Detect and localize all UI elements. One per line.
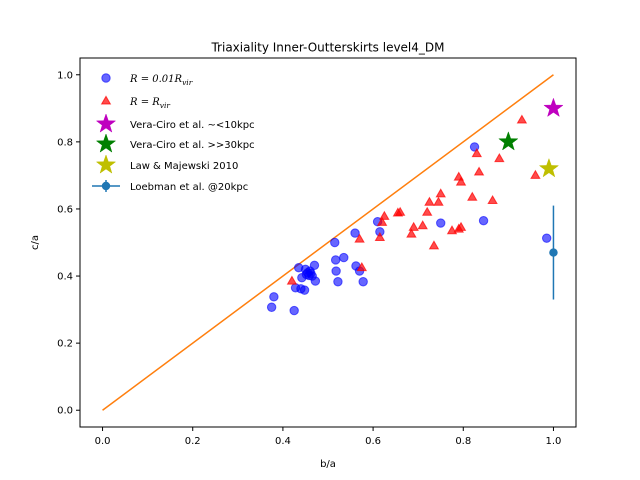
reference-star — [543, 97, 564, 118]
y-axis-label: c/a — [30, 235, 41, 250]
inner-point — [350, 228, 360, 238]
errorbar-point — [549, 248, 558, 257]
legend-marker-inner — [101, 73, 111, 83]
legend-label: R = Rvir — [129, 97, 170, 110]
inner-point — [541, 233, 552, 243]
reference-star — [538, 157, 560, 178]
outer-point — [467, 191, 478, 201]
x-axis-label: b/a — [320, 459, 336, 470]
outer-point — [455, 176, 467, 186]
outer-point — [408, 221, 419, 231]
outer-point — [417, 220, 428, 230]
outer-point — [424, 196, 435, 206]
outer-point — [421, 206, 433, 216]
x-tick-label: 1.0 — [546, 436, 562, 447]
inner-point — [333, 277, 343, 287]
inner-point — [478, 215, 489, 226]
legend-marker-star — [95, 154, 117, 174]
outer-point — [516, 114, 528, 124]
inner-point — [358, 277, 368, 287]
x-tick-label: 0.8 — [455, 436, 471, 447]
y-tick-label: 0.4 — [57, 272, 73, 283]
outer-point — [354, 233, 365, 243]
plot-area — [102, 74, 564, 411]
outer-point — [494, 153, 505, 163]
y-tick-label: 0.6 — [57, 204, 73, 215]
axes-frame — [79, 57, 577, 428]
y-axis: 0.0 0.2 0.4 0.6 0.8 1.0 — [57, 70, 80, 417]
x-axis: 0.0 0.2 0.4 0.6 0.8 1.0 — [95, 427, 562, 447]
inner-point — [299, 285, 310, 295]
inner-point — [310, 276, 321, 286]
outer-point — [406, 228, 417, 238]
legend-marker-star — [95, 113, 117, 133]
inner-point — [309, 260, 320, 271]
y-tick-label: 1.0 — [57, 70, 73, 81]
legend-label: Vera-Ciro et al. ~<10kpc — [130, 120, 255, 131]
outer-point — [435, 188, 446, 198]
x-tick-label: 0.4 — [275, 436, 291, 447]
diagonal-line — [102, 74, 554, 411]
y-tick-label: 0.8 — [57, 137, 73, 148]
outer-point — [455, 221, 467, 231]
outer-point — [428, 240, 440, 250]
legend-label: Loebman et al. @20kpc — [130, 182, 248, 193]
legend-label: Law & Majewski 2010 — [130, 161, 238, 172]
outer-point — [376, 216, 388, 226]
y-tick-label: 0.0 — [57, 406, 73, 417]
legend: R = 0.01Rvir R = Rvir Vera-Ciro et al. ~<1… — [92, 73, 255, 193]
inner-point — [436, 218, 446, 228]
x-tick-label: 0.6 — [365, 436, 381, 447]
x-tick-label: 0.2 — [185, 436, 201, 447]
outer-point — [471, 148, 483, 158]
outer-point — [394, 206, 406, 216]
inner-point — [266, 302, 277, 312]
outer-point — [530, 169, 541, 179]
inner-point — [330, 237, 340, 248]
legend-label: Vera-Ciro et al. >>30kpc — [130, 140, 255, 151]
outer-point — [286, 275, 298, 285]
outer-point — [487, 194, 498, 205]
outer-point — [473, 166, 485, 176]
inner-point — [330, 255, 341, 265]
outer-point — [433, 196, 444, 206]
y-tick-label: 0.2 — [57, 339, 73, 350]
legend-marker-star — [95, 133, 117, 153]
inner-point — [289, 305, 299, 316]
outer-point — [356, 262, 368, 272]
legend-errorbar-point — [101, 181, 111, 191]
inner-point — [269, 292, 279, 302]
inner-point — [339, 252, 349, 263]
legend-label: R = 0.01Rvir — [129, 74, 193, 87]
chart-title: Triaxiality Inner-Outterskirts level4_DM — [210, 41, 444, 55]
outer-point — [379, 210, 390, 220]
outer-point — [374, 231, 386, 241]
reference-star — [498, 131, 519, 151]
x-tick-label: 0.0 — [95, 436, 111, 447]
legend-marker-outer — [100, 95, 112, 105]
inner-point — [331, 266, 341, 276]
axes-border — [79, 57, 577, 428]
